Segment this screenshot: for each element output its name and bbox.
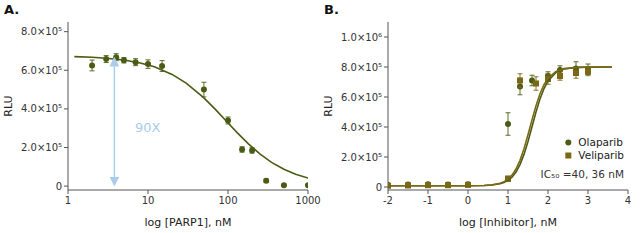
chart-figure: 110100100002.0×10⁵4.0×10⁵6.0×10⁵8.0×10⁵l… [0,0,640,233]
x-tick-label: 1000 [295,195,320,206]
y-tick-label: 4.0×10⁵ [341,122,382,133]
x-tick [308,190,309,194]
data-point [585,69,591,75]
error-bar [201,82,206,97]
panel: 1 10 100 1000 0 2.0×10⁵ 4.0×10⁵ 6.0×10⁵ 8.0×10⁵ l… [2,2,321,229]
data-point [305,182,308,188]
x-tick-label: 100 [218,195,237,206]
x-tick [148,190,149,194]
x-tick [228,190,229,194]
legend-label: Olaparib [578,136,623,148]
x-tick [508,190,509,194]
error-bar [574,68,579,79]
y-tick-label: 6.0×10⁵ [21,65,62,76]
legend-label: Veliparib [578,149,624,161]
y-tick-label: 6.0×10⁵ [341,92,382,103]
y-axis-line [68,22,69,190]
series-points [89,54,308,189]
annotation: 90X [135,120,161,135]
data-point [573,70,579,76]
legend-marker [565,153,571,159]
y-tick [64,186,68,187]
panel: -2 -1 0 1 2 3 4 0 2.0×10⁵ 4.0×10⁵ 6.0×10⁵ 8.0×10⁵ 1.… [322,2,631,229]
data-point [388,182,391,188]
x-tick-label: 1 [505,195,511,206]
x-tick [68,190,69,194]
data-point [465,182,471,188]
data-point [405,182,411,188]
error-bar [240,147,245,152]
y-tick-label: 0 [376,182,382,193]
y-axis-line [388,22,389,190]
y-tick-label: 0 [56,181,62,192]
data-point [159,63,165,69]
x-axis-label: log [PARP1], nM [144,216,231,229]
x-tick [428,190,429,194]
x-axis-label: log [Inhibitor], nM [459,216,557,229]
y-tick [384,157,388,158]
error-bar [586,64,591,75]
data-point [505,121,511,127]
y-tick [64,70,68,71]
data-point [281,182,287,188]
chart-title: B. [324,2,339,17]
y-tick-label: 2.0×10⁵ [341,152,382,163]
x-tick-label: -1 [423,195,433,206]
error-bar [558,72,563,80]
data-point [263,178,269,184]
plot-area [74,54,308,189]
y-tick [384,37,388,38]
y-axis-label: RLU [322,95,335,116]
x-tick [548,190,549,194]
data-point [517,78,523,84]
annotation: IC₅₀ =40, 36 nM [541,168,624,180]
data-point [533,81,539,87]
y-axis-label: RLU [2,95,15,116]
error-bar [586,67,591,75]
x-tick-label: 10 [142,195,155,206]
x-tick-label: 3 [585,195,591,206]
x-tick-label: 4 [625,195,631,206]
error-bar [518,74,523,88]
x-tick [588,190,589,194]
y-tick [64,147,68,148]
y-tick [384,97,388,98]
y-tick-label: 2.0×10⁵ [21,142,62,153]
error-bar [506,113,511,136]
x-tick-label: 1 [65,195,71,206]
x-tick [628,190,629,194]
error-bar [534,77,539,91]
fit-line [74,57,308,180]
x-tick [388,190,389,194]
y-tick [384,127,388,128]
data-point [557,73,563,79]
x-tick-label: 0 [465,195,471,206]
range-arrow [114,59,115,185]
data-point [89,62,95,68]
data-point [239,146,245,152]
data-point [445,182,451,188]
x-tick [468,190,469,194]
y-tick-label: 1.0×10⁶ [341,32,382,43]
y-tick [384,187,388,188]
legend-marker [565,140,571,146]
x-axis-line [68,190,308,191]
x-tick-label: 2 [545,195,551,206]
y-tick-label: 8.0×10⁵ [21,26,62,37]
data-point [201,87,207,93]
chart-title: A. [4,2,19,17]
y-tick [64,31,68,32]
y-tick-label: 8.0×10⁵ [341,62,382,73]
error-bar [90,60,95,71]
y-tick-label: 4.0×10⁵ [21,103,62,114]
y-tick [64,108,68,109]
legend: OlaparibVeliparib [565,136,624,161]
y-tick [384,67,388,68]
x-tick-label: -2 [383,195,393,206]
